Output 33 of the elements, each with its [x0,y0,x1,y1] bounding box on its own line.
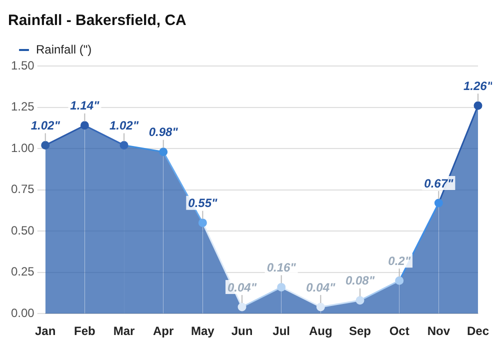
x-tick-label: Mar [113,324,136,338]
legend-label: Rainfall (") [36,42,92,56]
y-tick-label: 0.00 [10,306,35,320]
x-tick-label: Nov [427,324,450,338]
y-tick-label: 0.75 [10,182,35,196]
data-label: 0.98" [148,125,178,140]
x-tick-label: Jun [231,324,253,338]
data-label: 0.55" [188,196,218,210]
y-tick-label: 0.50 [10,223,35,238]
data-label: 0.04" [306,280,336,294]
x-tick-label: Dec [466,324,490,338]
data-label: 1.02" [30,118,60,133]
data-label: 0.04" [227,280,257,294]
y-tick-label: 1.00 [10,140,35,155]
x-tick-label: Aug [309,324,332,338]
data-label: 0.67" [424,176,454,190]
x-tick-label: Oct [389,324,410,338]
x-tick-label: May [191,324,215,338]
y-tick-label: 1.25 [10,100,35,114]
data-label: 0.08" [345,274,375,288]
x-tick-label: Jan [35,324,56,338]
point [474,101,482,110]
data-label: 1.14" [70,98,100,113]
chart-title: Rainfall - Bakersfield, CA [8,12,187,30]
data-label: 0.16" [266,260,296,274]
x-tick-label: Feb [74,324,96,338]
y-tick-label: 1.50 [10,58,35,72]
y-tick-label: 0.25 [10,264,35,279]
data-label: 1.02" [109,118,139,133]
x-tick-label: Sep [348,324,372,338]
data-label: 0.2" [388,254,411,268]
x-tick-label: Apr [153,324,174,338]
x-tick-label: Jul [272,324,290,338]
